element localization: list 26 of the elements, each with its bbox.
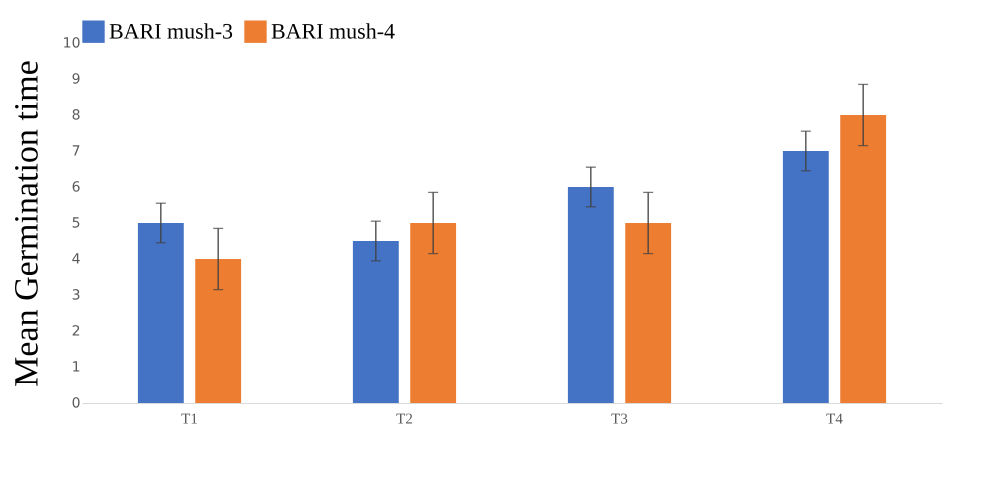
legend-label: BARI mush-3 [109,18,234,44]
bar [138,223,184,403]
y-tick-label: 4 [72,252,81,268]
y-axis-title: Mean Germination time [8,60,46,387]
legend-label: BARI mush-4 [271,18,396,44]
bar [568,187,614,403]
x-tick-label: T4 [826,412,844,428]
x-tick-label: T2 [396,412,413,428]
y-tick-label: 1 [72,360,80,376]
y-tick-label: 7 [72,144,80,160]
y-tick-label: 2 [72,324,80,340]
y-tick-label: 0 [72,396,80,412]
y-tick-label: 10 [62,36,80,52]
y-tick-label: 5 [72,216,80,232]
bar [195,259,242,403]
bar [352,241,399,403]
bar [840,115,886,403]
y-tick-label: 9 [72,72,80,88]
bar [625,223,672,403]
y-tick-label: 8 [72,108,80,124]
x-tick-label: T1 [181,412,198,428]
x-tick-label: T3 [611,412,628,428]
bar [782,151,829,403]
y-tick-label: 3 [72,288,80,304]
y-tick-label: 6 [72,180,81,196]
bar [410,223,456,403]
